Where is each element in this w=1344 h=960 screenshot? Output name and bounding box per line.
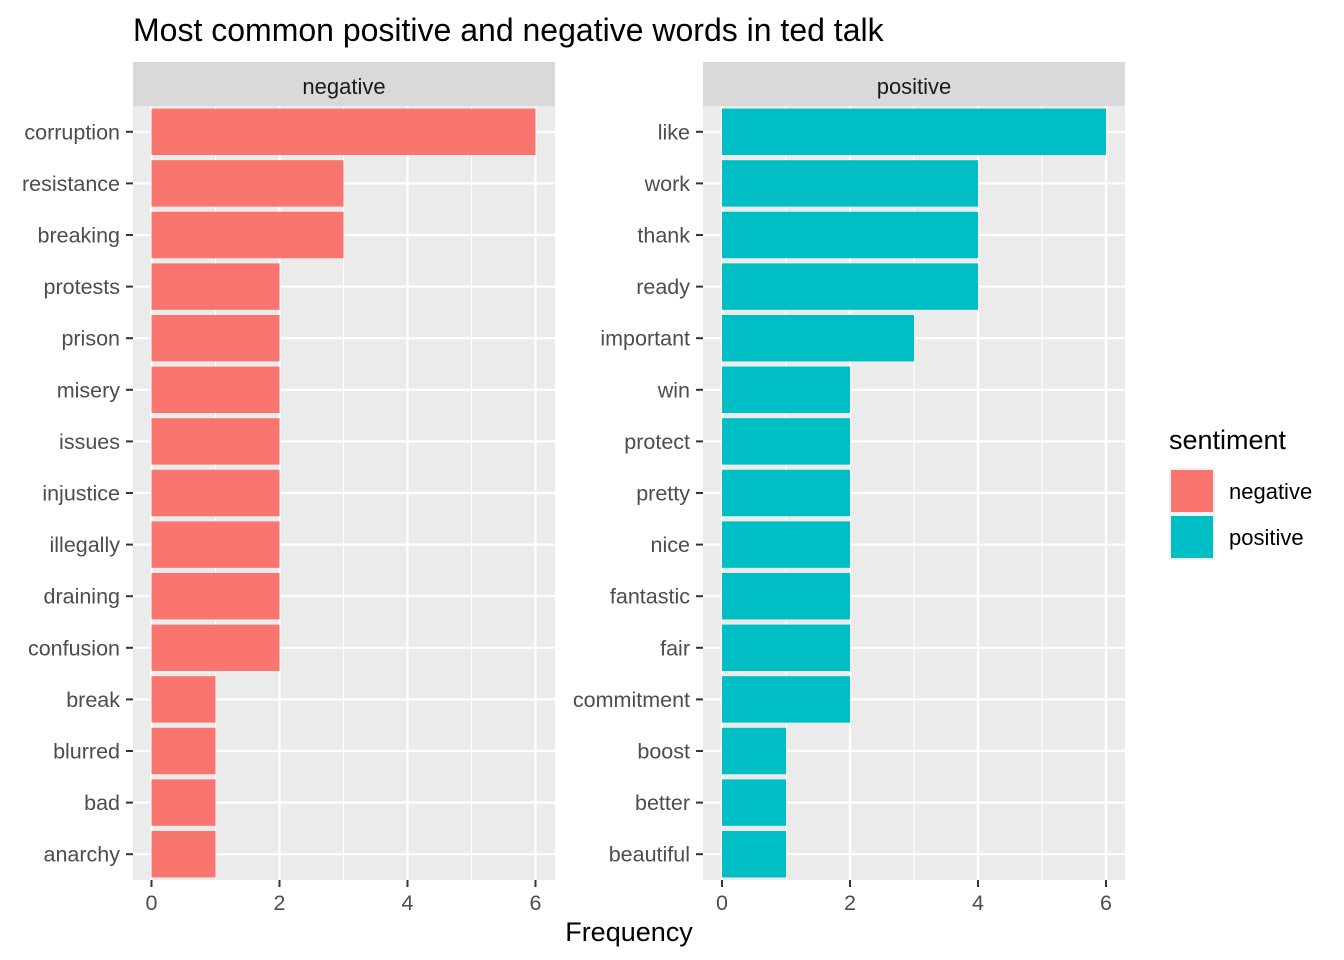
x-tick-label: 0	[146, 891, 158, 915]
category-label: fantastic	[610, 585, 690, 609]
category-label: important	[600, 327, 690, 351]
category-label: thank	[637, 224, 690, 248]
category-label: corruption	[24, 120, 120, 144]
category-label: anarchy	[44, 843, 121, 867]
bar-positive-like	[722, 108, 1106, 156]
bar-positive-beautiful	[722, 830, 786, 878]
category-label: blurred	[53, 740, 120, 764]
category-label: bad	[84, 791, 120, 815]
bar-positive-fantastic	[722, 572, 850, 620]
x-tick-label: 4	[402, 891, 414, 915]
category-label: pretty	[636, 482, 690, 506]
category-label: prison	[61, 327, 120, 351]
bar-negative-bad	[151, 779, 216, 826]
bar-positive-thank	[722, 211, 978, 259]
bar-positive-commitment	[722, 676, 850, 723]
bar-negative-injustice	[151, 469, 280, 517]
bar-positive-pretty	[722, 469, 850, 517]
bar-negative-issues	[151, 418, 280, 465]
category-label: nice	[651, 533, 690, 557]
category-label: commitment	[573, 688, 690, 712]
bar-positive-work	[722, 160, 978, 207]
category-label: better	[635, 791, 690, 815]
bar-positive-protect	[722, 418, 850, 465]
category-label: resistance	[22, 172, 120, 196]
category-label: fair	[660, 636, 690, 660]
category-label: win	[657, 378, 690, 402]
bar-positive-fair	[722, 624, 850, 672]
category-label: protests	[44, 275, 120, 299]
category-label: protect	[624, 430, 690, 454]
bar-positive-win	[722, 366, 850, 414]
x-tick-label: 0	[716, 891, 728, 915]
bar-positive-boost	[722, 727, 786, 775]
x-axis-title: Frequency	[565, 917, 693, 947]
bar-positive-better	[722, 779, 786, 826]
legend-title: sentiment	[1169, 425, 1287, 455]
x-tick-label: 2	[274, 891, 286, 915]
category-label: work	[644, 172, 691, 196]
bar-negative-break	[151, 676, 216, 723]
bar-negative-draining	[151, 572, 280, 620]
bar-negative-anarchy	[151, 830, 216, 878]
legend-swatch-negative	[1171, 470, 1213, 512]
category-label: beautiful	[609, 843, 690, 867]
x-tick-label: 6	[530, 891, 542, 915]
facet-strip-negative	[133, 62, 555, 106]
bar-negative-prison	[151, 314, 280, 362]
legend-label-negative: negative	[1229, 479, 1312, 504]
facet-strip-label-negative: negative	[302, 74, 385, 99]
facet-strip-positive	[703, 62, 1125, 106]
legend-swatch-positive	[1171, 516, 1213, 558]
x-tick-label: 2	[844, 891, 856, 915]
bar-positive-nice	[722, 521, 850, 568]
chart-title: Most common positive and negative words …	[133, 12, 885, 48]
bar-negative-resistance	[151, 160, 344, 207]
category-label: boost	[637, 740, 690, 764]
category-label: break	[66, 688, 120, 712]
facet-strip-label-positive: positive	[877, 74, 952, 99]
category-label: like	[658, 120, 690, 144]
category-label: illegally	[49, 533, 120, 557]
bar-negative-corruption	[151, 108, 536, 156]
bar-negative-confusion	[151, 624, 280, 672]
category-label: injustice	[42, 482, 120, 506]
category-label: issues	[59, 430, 120, 454]
category-label: ready	[636, 275, 690, 299]
bar-negative-misery	[151, 366, 280, 414]
category-label: draining	[44, 585, 121, 609]
bar-negative-blurred	[151, 727, 216, 775]
category-label: misery	[57, 378, 121, 402]
legend-label-positive: positive	[1229, 525, 1304, 550]
bar-negative-breaking	[151, 211, 344, 259]
bar-positive-important	[722, 314, 914, 362]
x-tick-label: 4	[972, 891, 984, 915]
x-tick-label: 6	[1100, 891, 1112, 915]
category-label: breaking	[38, 224, 120, 248]
bar-positive-ready	[722, 263, 978, 310]
bar-negative-protests	[151, 263, 280, 310]
bar-negative-illegally	[151, 521, 280, 568]
category-label: confusion	[28, 636, 120, 660]
